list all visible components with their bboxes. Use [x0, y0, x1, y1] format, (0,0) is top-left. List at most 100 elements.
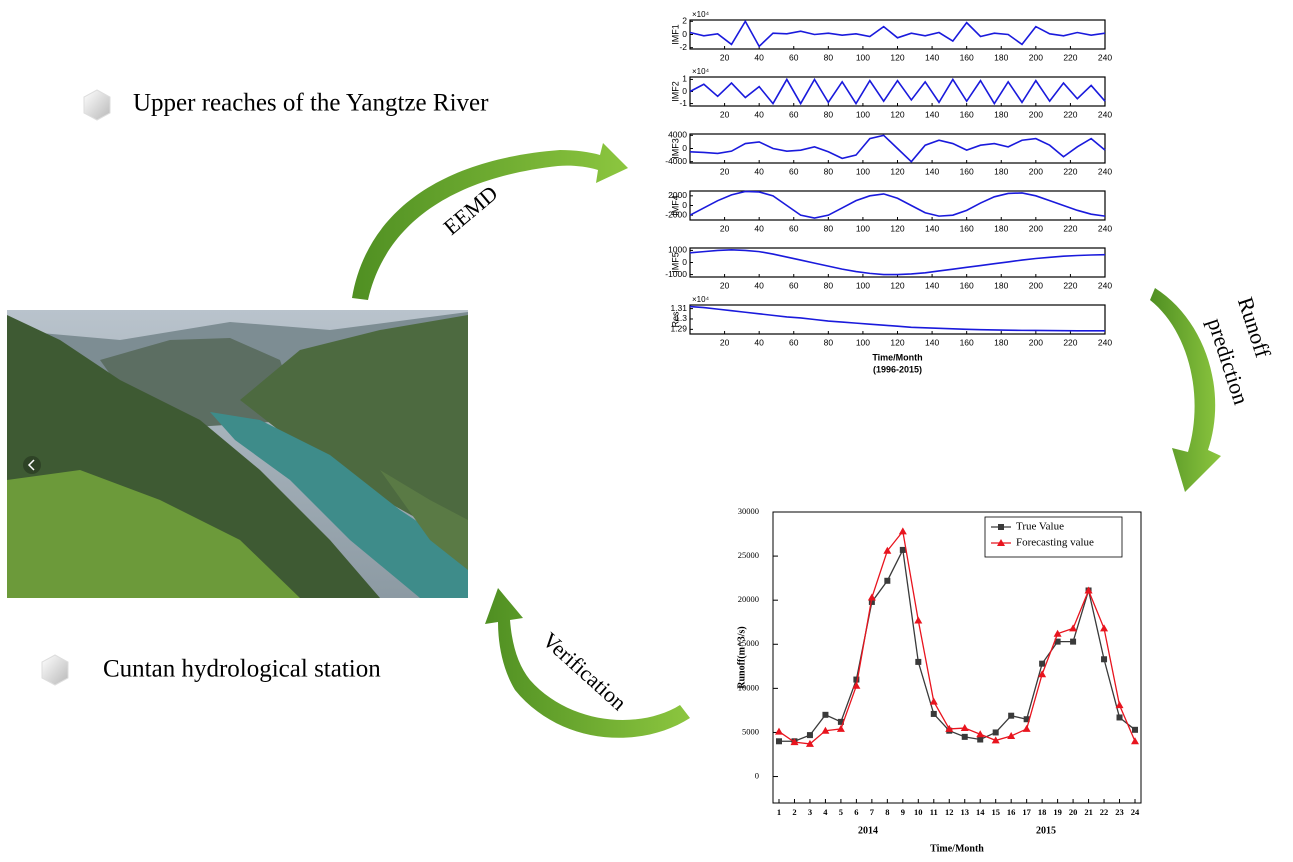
x-tick-label: 220	[1063, 109, 1077, 119]
x-tick-label: 12	[945, 807, 954, 817]
y-tick-label: 5000	[742, 726, 759, 736]
data-point	[1131, 737, 1139, 744]
x-tick-label: 100	[856, 223, 870, 233]
y-tick-label: 1.3	[675, 313, 687, 323]
y-tick-label: 25000	[738, 550, 759, 560]
x-tick-label: 40	[754, 223, 764, 233]
scale-label: ×10⁴	[692, 67, 710, 76]
x-tick-label: 22	[1100, 807, 1109, 817]
page: {"diagram": { "title_top": "Upper reache…	[0, 0, 1293, 862]
x-tick-label: 240	[1098, 52, 1112, 62]
signal-line	[690, 21, 1105, 46]
x-tick-label: 20	[720, 166, 730, 176]
x-tick-label: 140	[925, 166, 939, 176]
diagram: Upper reaches of the Yangtze River Cunta…	[0, 0, 1293, 857]
x-tick-label: 200	[1029, 52, 1043, 62]
x-tick-label: 7	[870, 807, 875, 817]
x-tick-label: 240	[1098, 166, 1112, 176]
y-tick-label: 1.31	[670, 303, 687, 313]
hexagon-icon	[42, 655, 68, 685]
x-tick-label: 100	[856, 52, 870, 62]
x-tick-label: 100	[856, 337, 870, 347]
data-point	[1069, 624, 1077, 631]
data-point	[1039, 661, 1045, 667]
x-tick-label: 20	[720, 109, 730, 119]
data-point	[961, 724, 969, 731]
x-tick-label: 60	[789, 52, 799, 62]
data-point	[884, 578, 890, 584]
x-tick-label: 80	[824, 337, 834, 347]
arrow-label: Runoff	[1233, 294, 1276, 361]
y-tick-label: 2	[682, 16, 687, 26]
x-tick-label: 200	[1029, 166, 1043, 176]
x-tick-label: 240	[1098, 280, 1112, 290]
x-tick-label: 200	[1029, 337, 1043, 347]
data-point	[1008, 713, 1014, 719]
panel-frame	[690, 191, 1105, 220]
y-tick-label: 0	[682, 29, 687, 39]
data-point	[852, 682, 860, 689]
legend-label: True Value	[1016, 521, 1064, 533]
data-point	[822, 712, 828, 718]
x-tick-label: 5	[839, 807, 843, 817]
x-tick-label: 20	[720, 280, 730, 290]
x-tick-label: 200	[1029, 109, 1043, 119]
x-tick-label: 15	[991, 807, 1000, 817]
y-tick-label: -2	[679, 42, 687, 52]
x-tick-label: 17	[1022, 807, 1031, 817]
data-point	[931, 711, 937, 717]
x-tick-label: 9	[901, 807, 905, 817]
y-axis-label: Runoff(m^3/s)	[736, 626, 747, 688]
y-tick-label: 20000	[738, 594, 759, 604]
signal-line	[690, 191, 1105, 218]
x-tick-label: 160	[960, 52, 974, 62]
data-point	[914, 616, 922, 623]
y-tick-label: 0	[755, 770, 759, 780]
x-tick-label: 220	[1063, 280, 1077, 290]
x-tick-label: 180	[994, 337, 1008, 347]
x-tick-label: 80	[824, 280, 834, 290]
x-tick-label: 40	[754, 166, 764, 176]
x-tick-label: 100	[856, 109, 870, 119]
x-tick-label: 180	[994, 280, 1008, 290]
x-tick-label: 4	[823, 807, 828, 817]
data-point	[962, 734, 968, 740]
carousel-prev[interactable]	[23, 456, 41, 474]
data-point	[776, 738, 782, 744]
data-point	[775, 728, 783, 735]
arrow-eemd	[352, 143, 628, 300]
x-tick-label: 40	[754, 337, 764, 347]
scale-label: ×10⁴	[692, 295, 710, 304]
x-tick-label: 10	[914, 807, 923, 817]
data-point	[1023, 725, 1031, 732]
y-tick-label: -2000	[665, 209, 687, 219]
scale-label: ×10⁴	[692, 10, 710, 19]
data-point	[930, 698, 938, 705]
y-tick-label: 2000	[668, 190, 687, 200]
x-tick-label: 60	[789, 337, 799, 347]
location-title: Upper reaches of the Yangtze River	[133, 90, 489, 117]
y-tick-label: 30000	[738, 506, 759, 516]
x-tick-label: 23	[1115, 807, 1124, 817]
x-tick-label: 160	[960, 109, 974, 119]
x-tick-label: 3	[808, 807, 812, 817]
x-tick-label: 6	[854, 807, 858, 817]
data-point	[1101, 656, 1107, 662]
x-tick-label: 240	[1098, 109, 1112, 119]
x-tick-label: 220	[1063, 337, 1077, 347]
data-point	[1132, 727, 1138, 733]
data-point	[915, 659, 921, 665]
y-tick-label: 0	[682, 143, 687, 153]
data-point	[1117, 714, 1123, 720]
x-tick-label: 20	[720, 337, 730, 347]
y-tick-label: 1.29	[670, 324, 687, 334]
x-tick-label: 200	[1029, 280, 1043, 290]
x-tick-label: 180	[994, 166, 1008, 176]
x-tick-label: 80	[824, 223, 834, 233]
x-tick-label: 18	[1038, 807, 1047, 817]
x-tick-label: 19	[1053, 807, 1062, 817]
data-point	[807, 732, 813, 738]
x-tick-label: 120	[890, 280, 904, 290]
data-point	[837, 725, 845, 732]
x-tick-label: 60	[789, 223, 799, 233]
